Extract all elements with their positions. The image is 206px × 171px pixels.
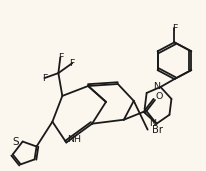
Text: F: F bbox=[172, 24, 177, 33]
Text: F: F bbox=[70, 59, 75, 68]
Text: N: N bbox=[149, 119, 156, 128]
Text: O: O bbox=[156, 92, 163, 101]
Text: F: F bbox=[42, 74, 47, 83]
Text: Br: Br bbox=[152, 125, 163, 135]
Text: F: F bbox=[58, 53, 63, 62]
Text: NH: NH bbox=[67, 135, 81, 144]
Text: N: N bbox=[153, 82, 160, 91]
Text: S: S bbox=[12, 136, 19, 147]
